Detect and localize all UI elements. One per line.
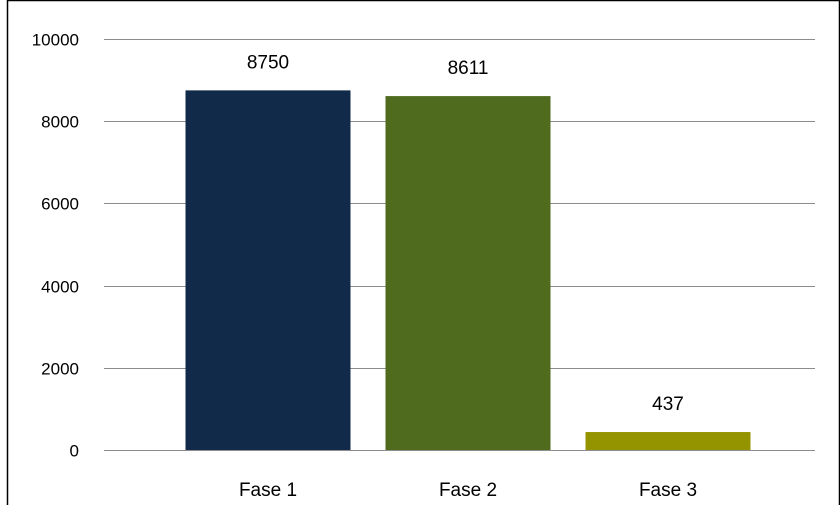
x-tick-label: Fase 1 [239, 480, 297, 501]
bar [585, 432, 751, 450]
bars [185, 90, 751, 451]
bar [385, 96, 551, 451]
y-tick-label: 0 [70, 442, 79, 461]
x-tick-label: Fase 3 [639, 480, 697, 501]
y-tick-label: 2000 [41, 360, 79, 379]
data-label: 8611 [448, 58, 489, 79]
y-axis-tick-labels: 0 2000 4000 6000 8000 10000 [32, 31, 79, 461]
y-tick-label: 4000 [41, 278, 79, 297]
bar [185, 90, 351, 450]
data-label: 8750 [247, 52, 289, 73]
data-labels: 8750 8611 437 [247, 52, 684, 415]
y-tick-label: 8000 [41, 113, 79, 132]
x-axis-tick-labels: Fase 1 Fase 2 Fase 3 [239, 480, 697, 501]
data-label: 437 [652, 394, 684, 415]
x-tick-label: Fase 2 [439, 480, 497, 501]
y-tick-label: 10000 [32, 31, 79, 50]
y-tick-label: 6000 [41, 195, 79, 214]
